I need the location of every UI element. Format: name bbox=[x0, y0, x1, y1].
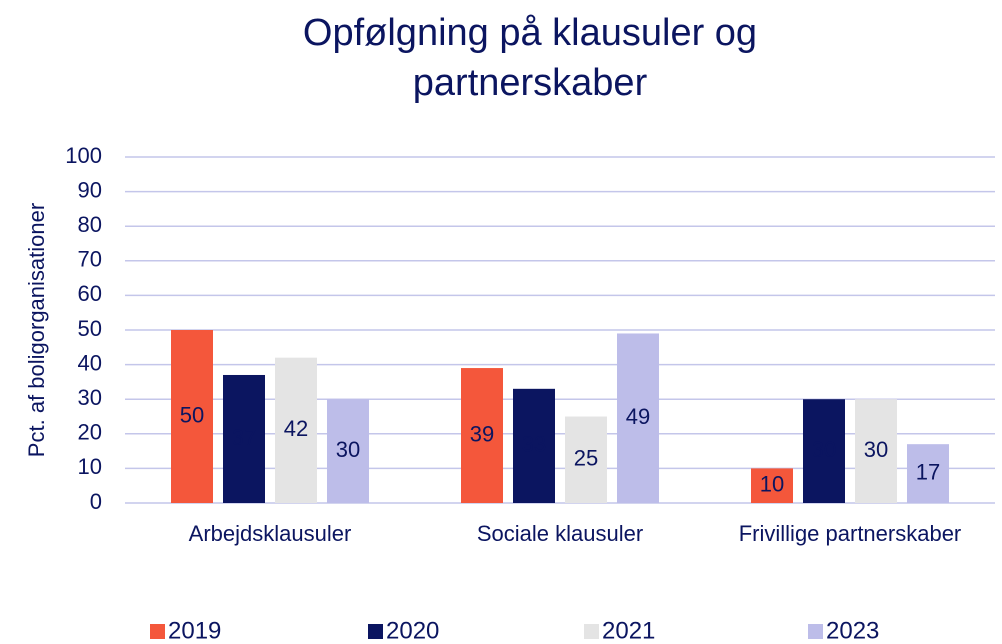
data-label: 37 bbox=[232, 425, 256, 450]
legend-label: 2020 bbox=[386, 617, 439, 644]
data-label: 49 bbox=[626, 404, 650, 429]
bar bbox=[171, 330, 213, 503]
y-tick-label: 80 bbox=[78, 212, 102, 237]
y-tick-label: 40 bbox=[78, 350, 102, 375]
y-tick-label: 10 bbox=[78, 454, 102, 479]
y-tick-label: 0 bbox=[90, 489, 102, 514]
y-tick-label: 100 bbox=[65, 143, 102, 168]
bar bbox=[617, 333, 659, 503]
bar bbox=[855, 399, 897, 503]
data-label: 39 bbox=[470, 421, 494, 446]
data-label: 30 bbox=[336, 437, 360, 462]
bar bbox=[327, 399, 369, 503]
bar bbox=[223, 374, 265, 503]
data-label: 30 bbox=[812, 437, 836, 462]
bar bbox=[907, 444, 949, 503]
legend-label: 2021 bbox=[602, 617, 655, 644]
chart-title: Opfølgning på klausuler og partnerskaber bbox=[302, 12, 758, 104]
data-label: 10 bbox=[760, 472, 784, 497]
y-tick-label: 30 bbox=[78, 385, 102, 410]
y-axis-label: Pct. af boligorganisationer bbox=[24, 203, 49, 457]
y-tick-label: 20 bbox=[78, 420, 102, 445]
x-tick-label: Frivillige partnerskaber bbox=[738, 521, 962, 546]
x-tick-label: Arbejdsklausuler bbox=[188, 521, 352, 546]
data-label: 30 bbox=[864, 437, 888, 462]
legend-swatch bbox=[808, 624, 823, 639]
legend-label: 2019 bbox=[168, 617, 221, 644]
data-label: 42 bbox=[284, 416, 308, 441]
y-tick-label: 60 bbox=[78, 281, 102, 306]
bar bbox=[461, 368, 503, 503]
y-tick-label: 70 bbox=[78, 247, 102, 272]
data-label: 33 bbox=[522, 432, 546, 457]
data-label: 50 bbox=[180, 402, 204, 427]
x-tick-label: Sociale klausuler bbox=[476, 521, 644, 546]
y-tick-label: 50 bbox=[78, 316, 102, 341]
bar bbox=[565, 416, 607, 503]
legend-swatch bbox=[368, 624, 383, 639]
legend-label: 2023 bbox=[826, 617, 879, 644]
data-label: 25 bbox=[574, 446, 598, 471]
bar bbox=[275, 357, 317, 503]
legend-swatch bbox=[150, 624, 165, 639]
bar bbox=[803, 399, 845, 503]
legend-swatch bbox=[584, 624, 599, 639]
y-tick-label: 90 bbox=[78, 177, 102, 202]
data-label: 17 bbox=[916, 459, 940, 484]
bar bbox=[751, 468, 793, 503]
bar bbox=[513, 388, 555, 503]
